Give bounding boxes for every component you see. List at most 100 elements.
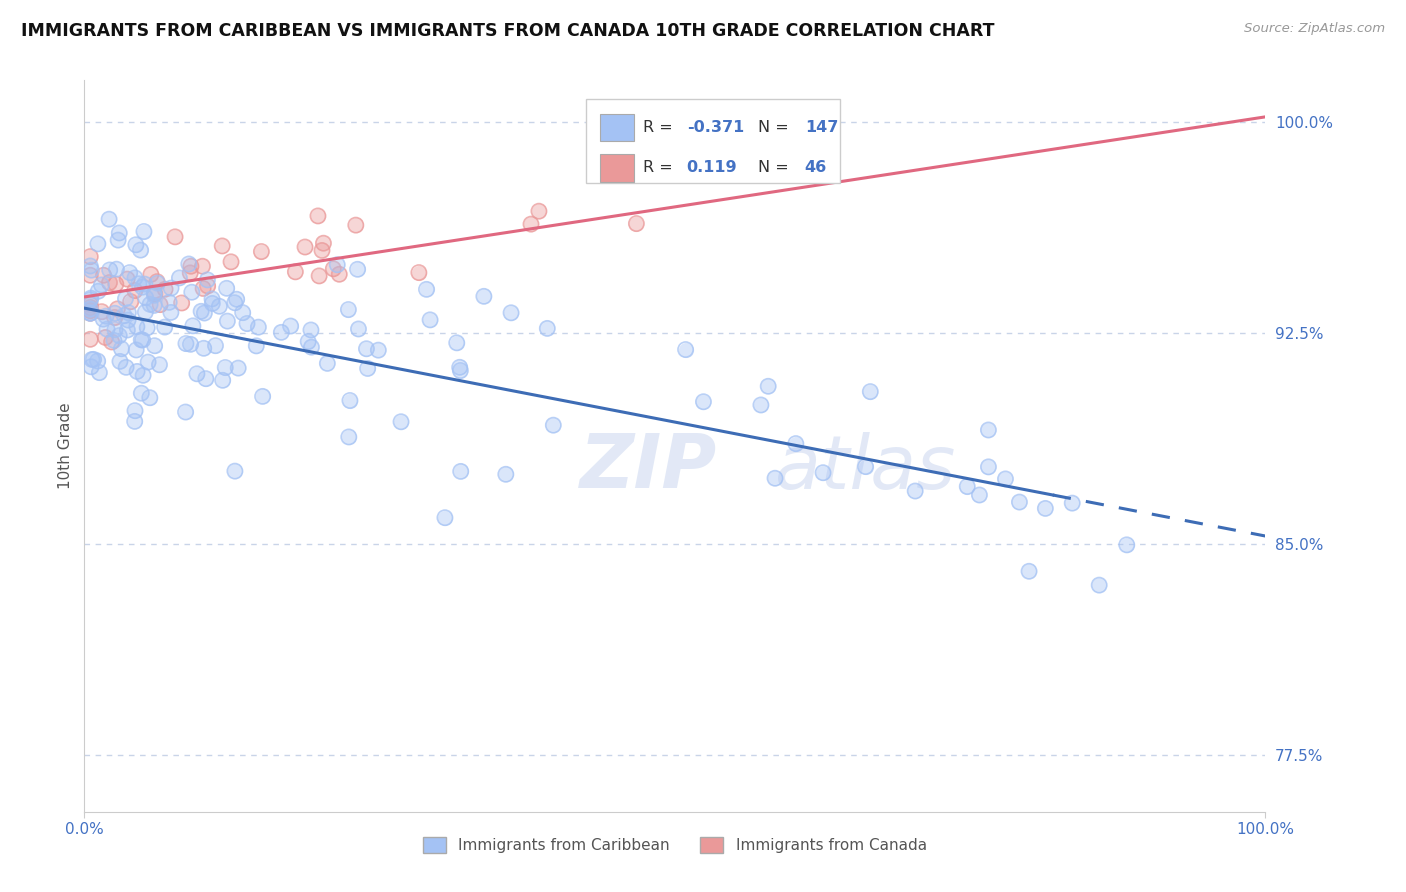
Point: [149, 297, 172, 311]
Point: [139, 297, 162, 311]
Point: [225, 292, 247, 306]
Point: [356, 342, 378, 356]
Point: [94, 330, 117, 344]
Point: [79, 250, 101, 264]
Point: [79, 268, 101, 283]
Point: [449, 360, 471, 375]
Point: [134, 305, 156, 319]
Point: [124, 270, 146, 285]
Point: [134, 305, 156, 319]
Point: [197, 279, 219, 293]
Point: [179, 266, 201, 280]
Point: [811, 466, 834, 480]
Legend: Immigrants from Caribbean, Immigrants from Canada: Immigrants from Caribbean, Immigrants fr…: [418, 830, 932, 859]
Point: [157, 295, 180, 310]
Point: [100, 334, 122, 349]
Point: [675, 343, 697, 357]
Point: [143, 288, 166, 302]
Point: [250, 244, 273, 259]
Point: [107, 233, 129, 247]
Point: [969, 488, 991, 502]
Point: [316, 356, 339, 370]
Point: [79, 297, 101, 311]
Point: [143, 339, 166, 353]
Point: [79, 302, 101, 317]
Point: [245, 339, 267, 353]
Point: [499, 306, 522, 320]
Point: [284, 265, 307, 279]
Point: [134, 277, 156, 292]
Point: [415, 282, 437, 296]
Point: [527, 204, 550, 219]
Point: [527, 204, 550, 219]
Y-axis label: 10th Grade: 10th Grade: [58, 402, 73, 490]
Point: [224, 295, 246, 310]
Point: [87, 284, 110, 298]
Point: [270, 326, 292, 340]
Point: [125, 237, 148, 252]
Point: [1008, 495, 1031, 509]
Point: [191, 259, 214, 273]
Point: [108, 226, 131, 240]
Point: [146, 276, 169, 290]
Point: [103, 334, 125, 348]
Point: [90, 304, 112, 318]
Point: [174, 405, 197, 419]
Point: [180, 259, 202, 273]
Point: [449, 363, 471, 377]
Point: [219, 255, 242, 269]
Point: [450, 464, 472, 478]
Point: [124, 414, 146, 428]
Point: [79, 250, 101, 264]
Point: [389, 415, 412, 429]
Point: [112, 309, 135, 323]
Point: [301, 340, 323, 354]
Point: [763, 471, 786, 485]
Point: [125, 343, 148, 357]
Text: 46: 46: [804, 161, 827, 175]
Point: [356, 342, 378, 356]
Point: [153, 282, 176, 296]
Point: [297, 334, 319, 349]
Point: [160, 281, 183, 295]
Point: [328, 267, 350, 281]
Point: [346, 262, 368, 277]
Point: [87, 236, 110, 251]
Point: [339, 393, 361, 408]
Point: [211, 373, 233, 387]
Point: [153, 282, 176, 296]
Point: [98, 276, 121, 290]
Point: [165, 230, 187, 244]
Point: [90, 304, 112, 318]
Point: [322, 261, 344, 276]
Point: [80, 263, 103, 277]
Point: [115, 360, 138, 375]
Point: [131, 280, 153, 294]
Point: [128, 277, 150, 291]
Point: [208, 299, 231, 313]
Point: [211, 239, 233, 253]
Point: [226, 361, 249, 376]
Point: [419, 313, 441, 327]
Point: [180, 285, 202, 300]
Point: [904, 483, 927, 498]
Point: [79, 268, 101, 283]
Point: [408, 266, 430, 280]
Point: [80, 359, 103, 374]
Point: [79, 306, 101, 320]
Point: [91, 312, 114, 326]
Point: [201, 292, 224, 306]
Point: [94, 330, 117, 344]
Point: [117, 323, 139, 337]
Point: [904, 483, 927, 498]
Point: [193, 341, 215, 355]
Point: [197, 273, 219, 287]
Point: [143, 298, 166, 312]
Point: [339, 393, 361, 408]
Point: [169, 271, 191, 285]
Point: [139, 268, 162, 282]
Point: [326, 258, 349, 272]
Point: [132, 368, 155, 383]
Point: [79, 301, 101, 315]
Point: [1008, 495, 1031, 509]
